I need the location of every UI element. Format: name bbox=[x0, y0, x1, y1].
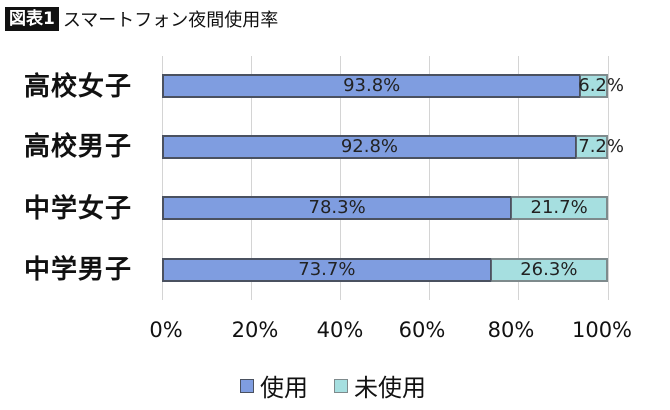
data-label-used: 78.3% bbox=[308, 197, 366, 218]
legend-item-used: 使用 bbox=[240, 368, 308, 403]
bar-segment-unused: 7.2% bbox=[575, 135, 624, 159]
bar-row: 73.7% 26.3% bbox=[162, 258, 608, 282]
legend-swatch-used bbox=[240, 378, 254, 393]
bar-segment-unused: 21.7% bbox=[511, 196, 608, 220]
bar-row: 78.3% 21.7% bbox=[162, 196, 608, 220]
gridline-0 bbox=[162, 56, 163, 300]
chart-title: 図表1 スマートフォン夜間使用率 bbox=[5, 6, 278, 32]
category-label: 高校男子 bbox=[24, 132, 133, 162]
legend-item-unused: 未使用 bbox=[334, 368, 426, 403]
legend-label: 未使用 bbox=[354, 374, 426, 402]
x-tick-label: 80% bbox=[487, 318, 535, 342]
bar-segment-used: 92.8% bbox=[162, 135, 576, 159]
gridline-40 bbox=[340, 56, 341, 300]
bar-segment-unused: 6.2% bbox=[578, 74, 624, 98]
category-label: 高校女子 bbox=[24, 72, 133, 102]
title-text: スマートフォン夜間使用率 bbox=[62, 10, 279, 31]
bar-row: 92.8% 7.2% bbox=[162, 135, 624, 159]
data-label-unused: 26.3% bbox=[520, 259, 578, 280]
plot-area bbox=[162, 56, 609, 300]
bar-segment-used: 93.8% bbox=[162, 74, 581, 98]
data-label-unused: 7.2% bbox=[578, 136, 624, 157]
bar-segment-used: 78.3% bbox=[162, 196, 512, 220]
category-label: 中学女子 bbox=[24, 194, 133, 224]
bar-segment-unused: 26.3% bbox=[490, 258, 608, 282]
x-tick-label: 100% bbox=[571, 318, 633, 342]
gridline-80 bbox=[518, 56, 519, 300]
legend: 使用 未使用 bbox=[240, 368, 452, 403]
figure-badge: 図表1 bbox=[5, 7, 59, 31]
gridline-100 bbox=[608, 56, 609, 300]
data-label-unused: 6.2% bbox=[578, 75, 624, 96]
data-label-used: 73.7% bbox=[298, 259, 356, 280]
legend-label: 使用 bbox=[260, 374, 308, 402]
data-label-unused: 21.7% bbox=[530, 197, 588, 218]
x-tick-label: 40% bbox=[316, 318, 364, 342]
data-label-used: 93.8% bbox=[343, 75, 401, 96]
x-tick-label: 0% bbox=[149, 318, 183, 342]
x-tick-label: 60% bbox=[398, 318, 446, 342]
bar-segment-used: 73.7% bbox=[162, 258, 491, 282]
data-label-used: 92.8% bbox=[340, 136, 399, 157]
bar-row: 93.8% 6.2% bbox=[162, 74, 624, 98]
gridline-20 bbox=[251, 56, 252, 300]
category-label: 中学男子 bbox=[24, 255, 133, 285]
x-tick-label: 20% bbox=[231, 318, 279, 342]
legend-swatch-unused bbox=[334, 378, 348, 393]
gridline-60 bbox=[429, 56, 430, 300]
